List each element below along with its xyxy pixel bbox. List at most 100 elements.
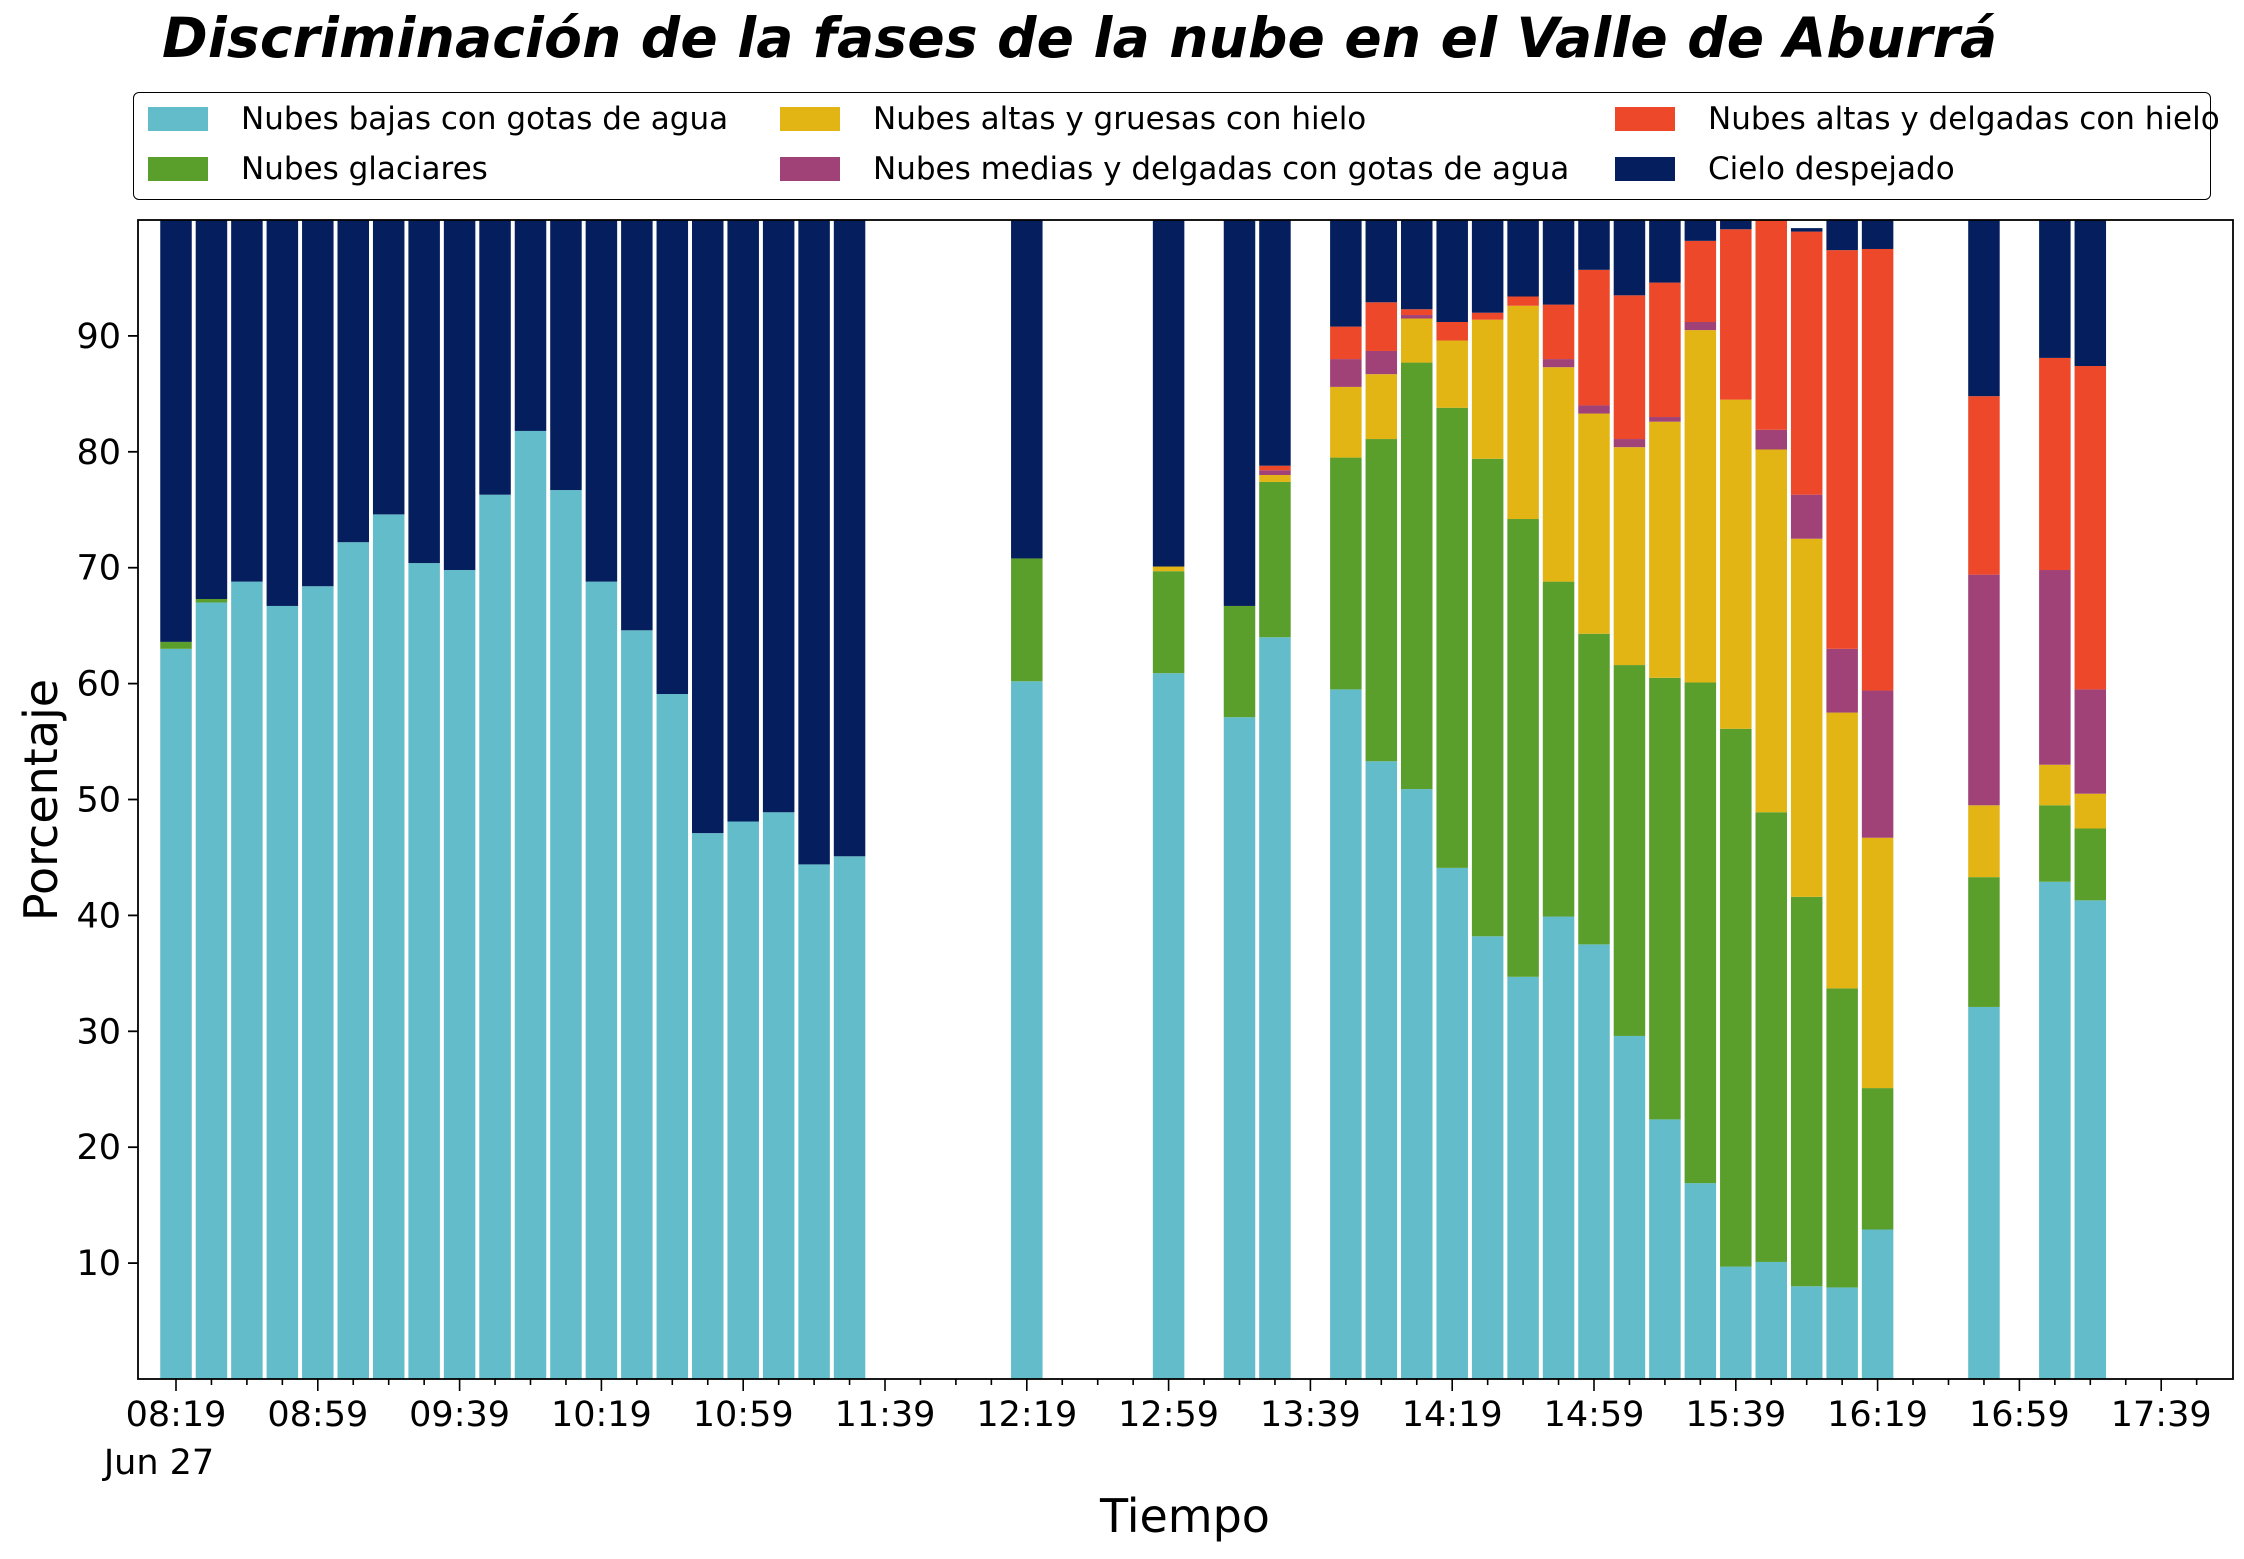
bar-segment-3-1529 bbox=[1684, 321, 1717, 331]
bar-segment-3-1719 bbox=[2074, 689, 2107, 794]
y-tick-label: 80 bbox=[76, 433, 121, 473]
bar-segment-5-0819 bbox=[160, 220, 192, 642]
bar-segment-3-1609 bbox=[1826, 648, 1858, 713]
plot-frame bbox=[137, 219, 2234, 1380]
bar-segment-1-1409 bbox=[1401, 362, 1433, 790]
x-tick-label: 16:59 bbox=[1969, 1395, 2070, 1435]
legend-swatch-nubes-bajas bbox=[148, 107, 208, 131]
bar-segment-0-1019 bbox=[585, 581, 618, 1379]
bar-segment-0-1439 bbox=[1507, 976, 1539, 1379]
bar-segment-0-1129 bbox=[833, 856, 866, 1379]
bar-segment-0-0819 bbox=[160, 648, 192, 1379]
axes-layer: 10 20 30 40 50 60 70 80 90 08:19 08:59 09:39 10:19 10… bbox=[76, 317, 2211, 1483]
bar-segment-2-1609 bbox=[1826, 712, 1858, 989]
legend-label: Nubes bajas con gotas de agua bbox=[241, 101, 729, 137]
bar-segment-3-1649 bbox=[1968, 574, 2000, 806]
bar-segment-0-1419 bbox=[1436, 867, 1468, 1379]
bar-segment-3-1329 bbox=[1259, 470, 1291, 475]
bar-segment-0-1059 bbox=[727, 821, 759, 1379]
y-tick-label: 70 bbox=[76, 549, 121, 589]
legend-item-cielo-despejado: Cielo despejado bbox=[1615, 149, 1955, 189]
bar-segment-4-1619 bbox=[1861, 248, 1894, 691]
legend-item-altas-gruesas: Nubes altas y gruesas con hielo bbox=[780, 99, 1366, 139]
legend: Nubes bajas con gotas de agua Nubes glac… bbox=[133, 92, 2220, 200]
x-date-label: Jun 27 bbox=[102, 1443, 214, 1483]
bar-segment-4-1529 bbox=[1684, 240, 1717, 322]
bar-segment-3-1519 bbox=[1649, 417, 1681, 422]
bar-segment-0-1119 bbox=[798, 864, 830, 1379]
bar-segment-0-1029 bbox=[621, 630, 653, 1379]
bar-segment-5-1259 bbox=[1152, 220, 1185, 567]
bar-segment-2-1419 bbox=[1436, 340, 1468, 408]
bar-segment-3-1549 bbox=[1755, 429, 1787, 450]
bar-segment-0-1049 bbox=[692, 833, 724, 1379]
x-tick-label: 14:19 bbox=[1402, 1395, 1503, 1435]
bar-segment-3-1349 bbox=[1330, 359, 1362, 387]
bar-segment-1-1459 bbox=[1578, 633, 1610, 945]
bar-segment-5-0949 bbox=[479, 220, 511, 495]
bars-layer bbox=[160, 220, 2107, 1380]
bar-segment-0-1109 bbox=[762, 812, 795, 1379]
bar-segment-1-1519 bbox=[1649, 677, 1681, 1120]
x-tick-label: 15:39 bbox=[1685, 1395, 1786, 1435]
y-tick-label: 50 bbox=[76, 781, 121, 821]
bar-segment-1-1449 bbox=[1542, 581, 1575, 917]
x-tick-label: 14:59 bbox=[1544, 1395, 1645, 1435]
legend-swatch-nubes-glaciares bbox=[148, 157, 208, 181]
bar-segment-5-0839 bbox=[231, 220, 263, 582]
bar-segment-0-1429 bbox=[1471, 936, 1504, 1379]
bar-segment-2-1359 bbox=[1365, 374, 1398, 440]
bar-segment-0-1459 bbox=[1578, 944, 1610, 1380]
bar-segment-0-0939 bbox=[443, 570, 476, 1379]
bar-segment-0-1319 bbox=[1223, 717, 1256, 1379]
bar-segment-1-1719 bbox=[2074, 828, 2107, 901]
bar-segment-2-1429 bbox=[1471, 319, 1504, 459]
bar-segment-0-1039 bbox=[656, 694, 689, 1379]
bar-segment-0-1539 bbox=[1720, 1266, 1752, 1379]
bar-segment-5-1109 bbox=[762, 220, 795, 813]
bar-segment-5-1439 bbox=[1507, 220, 1539, 297]
bar-segment-0-1509 bbox=[1613, 1035, 1646, 1379]
bar-segment-1-1429 bbox=[1471, 458, 1504, 937]
bar-segment-0-0849 bbox=[266, 605, 299, 1379]
bar-segment-2-1449 bbox=[1542, 367, 1575, 582]
bar-segment-0-1409 bbox=[1401, 789, 1433, 1379]
bar-segment-0-1449 bbox=[1542, 916, 1575, 1379]
bar-segment-0-1259 bbox=[1152, 673, 1185, 1379]
bar-segment-4-1719 bbox=[2074, 366, 2107, 690]
bar-segment-5-1609 bbox=[1826, 220, 1858, 251]
bar-segment-0-1519 bbox=[1649, 1119, 1681, 1379]
bar-segment-1-1529 bbox=[1684, 682, 1717, 1184]
bar-segment-1-1329 bbox=[1259, 481, 1291, 638]
bar-segment-4-1449 bbox=[1542, 304, 1575, 360]
bar-segment-3-1459 bbox=[1578, 405, 1610, 414]
bar-segment-3-1449 bbox=[1542, 359, 1575, 368]
y-tick-label: 20 bbox=[76, 1128, 121, 1168]
bar-segment-0-1559 bbox=[1790, 1286, 1823, 1379]
bar-segment-2-1259 bbox=[1152, 566, 1185, 572]
bar-segment-1-1649 bbox=[1968, 877, 2000, 1007]
bar-segment-4-1609 bbox=[1826, 250, 1858, 649]
bar-segment-3-1359 bbox=[1365, 350, 1398, 375]
legend-swatch-medias-delgadas bbox=[780, 157, 840, 181]
bar-segment-5-1039 bbox=[656, 220, 689, 695]
legend-item-altas-delgadas: Nubes altas y delgadas con hielo bbox=[1615, 99, 2220, 139]
bar-segment-5-1539 bbox=[1720, 220, 1752, 230]
x-tick-label: 09:39 bbox=[409, 1395, 510, 1435]
x-tick-label: 08:19 bbox=[126, 1395, 227, 1435]
bar-segment-1-1609 bbox=[1826, 988, 1858, 1288]
bar-segment-5-1059 bbox=[727, 220, 759, 822]
bar-segment-4-1649 bbox=[1968, 396, 2000, 575]
bar-segment-0-1529 bbox=[1684, 1183, 1717, 1379]
bar-segment-0-0839 bbox=[231, 581, 263, 1379]
bar-segment-0-0959 bbox=[514, 430, 547, 1379]
bar-segment-1-0819 bbox=[160, 641, 192, 649]
bar-segment-2-1519 bbox=[1649, 421, 1681, 678]
bar-segment-4-1419 bbox=[1436, 321, 1468, 341]
y-tick-label: 10 bbox=[76, 1244, 121, 1284]
x-tick-label: 10:19 bbox=[551, 1395, 652, 1435]
bar-segment-3-1559 bbox=[1790, 494, 1823, 539]
bar-segment-3-1509 bbox=[1613, 439, 1646, 448]
bar-segment-0-1649 bbox=[1968, 1006, 2000, 1379]
